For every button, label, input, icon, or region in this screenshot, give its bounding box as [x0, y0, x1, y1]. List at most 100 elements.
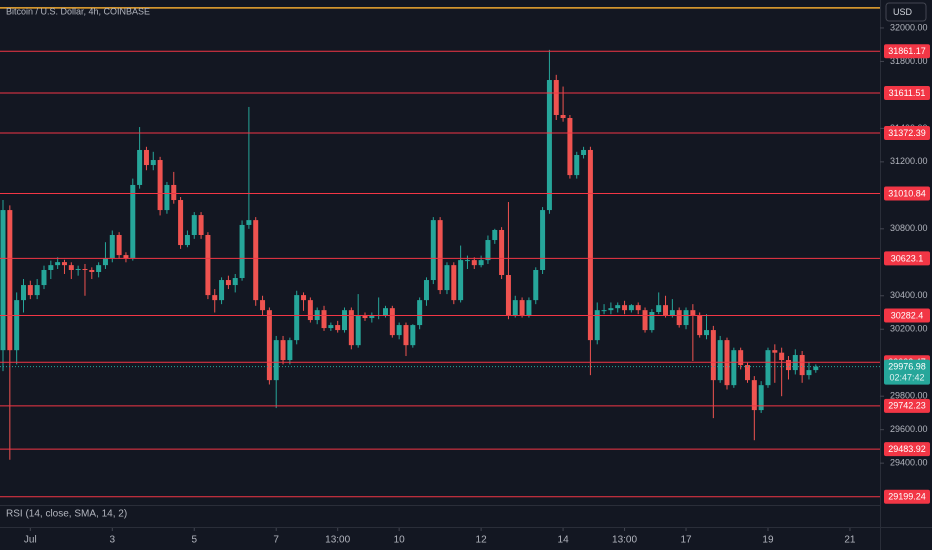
- candle-body: [355, 315, 361, 346]
- candle-body: [82, 268, 88, 270]
- candle-body: [403, 325, 409, 346]
- y-tick-label: 31200.00: [890, 156, 928, 166]
- candle-body: [437, 220, 443, 291]
- x-tick-label: 14: [558, 535, 570, 546]
- candle-body: [717, 340, 723, 381]
- candle-body: [669, 310, 675, 316]
- candle-body: [157, 160, 163, 211]
- candle-body: [519, 300, 525, 316]
- candle-body: [184, 235, 190, 246]
- candle-body: [663, 305, 669, 316]
- candle-body: [348, 310, 354, 346]
- level-label: 30623.1: [891, 253, 924, 263]
- candle-body: [130, 184, 136, 259]
- level-label: 31611.51: [889, 88, 926, 98]
- y-tick-label: 31800.00: [890, 56, 928, 66]
- candle-body: [239, 224, 245, 279]
- currency-label[interactable]: USD: [893, 7, 913, 17]
- candle-body: [683, 310, 689, 326]
- candle-body: [505, 275, 511, 316]
- candle-body: [587, 149, 593, 341]
- level-label: 31861.17: [888, 46, 926, 56]
- candle-body: [676, 310, 682, 326]
- candle-body: [396, 325, 402, 336]
- level-label: 29199.24: [888, 492, 926, 502]
- y-tick-label: 30200.00: [890, 324, 928, 334]
- candle-body: [294, 295, 300, 341]
- countdown-label: 02:47:42: [889, 372, 924, 382]
- candle-body: [116, 235, 122, 256]
- candle-body: [225, 280, 231, 286]
- candle-body: [635, 305, 641, 311]
- candle-body: [253, 220, 259, 301]
- level-label-box: [884, 489, 930, 504]
- candle-body: [458, 260, 464, 301]
- y-tick-label: 29800.00: [890, 391, 928, 401]
- x-tick-label: 12: [476, 535, 488, 546]
- candle-body: [751, 380, 757, 411]
- candle-body: [417, 300, 423, 326]
- candle-body: [744, 365, 750, 381]
- x-tick-label: 13:00: [325, 535, 350, 546]
- candle-body: [697, 315, 703, 336]
- candle-body: [560, 114, 566, 119]
- candle-body: [765, 350, 771, 386]
- candle-body: [178, 200, 184, 246]
- candle-body: [7, 210, 13, 351]
- candle-body: [540, 210, 546, 270]
- candle-body: [55, 262, 61, 266]
- candle-body: [649, 312, 655, 331]
- candle-body: [499, 229, 505, 276]
- candle-body: [704, 330, 710, 336]
- candle-body: [20, 285, 26, 301]
- candle-body: [232, 278, 238, 286]
- candle-body: [451, 265, 457, 301]
- candle-body: [27, 285, 33, 296]
- candle-body: [171, 184, 177, 201]
- candle-body: [0, 210, 6, 351]
- candle-body: [690, 310, 696, 316]
- level-label: 30282.4: [891, 310, 924, 320]
- candle-body: [362, 315, 368, 319]
- candle-body: [41, 269, 47, 286]
- candle-body: [212, 295, 218, 301]
- candle-body: [731, 350, 737, 386]
- level-label: 31010.84: [888, 188, 926, 198]
- candle-body: [260, 300, 266, 311]
- candle-body: [553, 80, 559, 115]
- level-label-box: [884, 442, 930, 457]
- candle-body: [533, 269, 539, 301]
- x-tick-label: 10: [394, 535, 406, 546]
- candle-body: [526, 300, 532, 316]
- candle-body: [123, 255, 129, 259]
- candle-body: [813, 366, 819, 371]
- candle-body: [628, 305, 634, 311]
- candle-body: [464, 260, 470, 262]
- y-tick-label: 30800.00: [890, 223, 928, 233]
- candle-body: [710, 330, 716, 381]
- candle-body: [772, 350, 778, 353]
- candle-body: [34, 285, 40, 296]
- candle-body: [61, 262, 67, 266]
- candle-body: [656, 305, 662, 313]
- candle-body: [102, 258, 108, 266]
- candle-body: [581, 149, 587, 155]
- candle-body: [266, 310, 272, 381]
- currency-button[interactable]: [885, 2, 927, 22]
- candle-body: [430, 220, 436, 281]
- candle-body: [389, 308, 395, 336]
- x-tick-label: 21: [844, 535, 856, 546]
- candle-body: [219, 280, 225, 301]
- level-label-box: [884, 85, 930, 100]
- candle-body: [14, 300, 20, 351]
- y-tick-label: 30400.00: [890, 290, 928, 300]
- candle-body: [471, 260, 477, 266]
- candle-body: [150, 160, 156, 166]
- candle-body: [546, 80, 552, 211]
- candle-body: [75, 268, 81, 270]
- y-tick-label: 29400.00: [890, 458, 928, 468]
- candle-body: [382, 308, 388, 316]
- candle-body: [191, 215, 197, 236]
- candle-body: [608, 308, 614, 311]
